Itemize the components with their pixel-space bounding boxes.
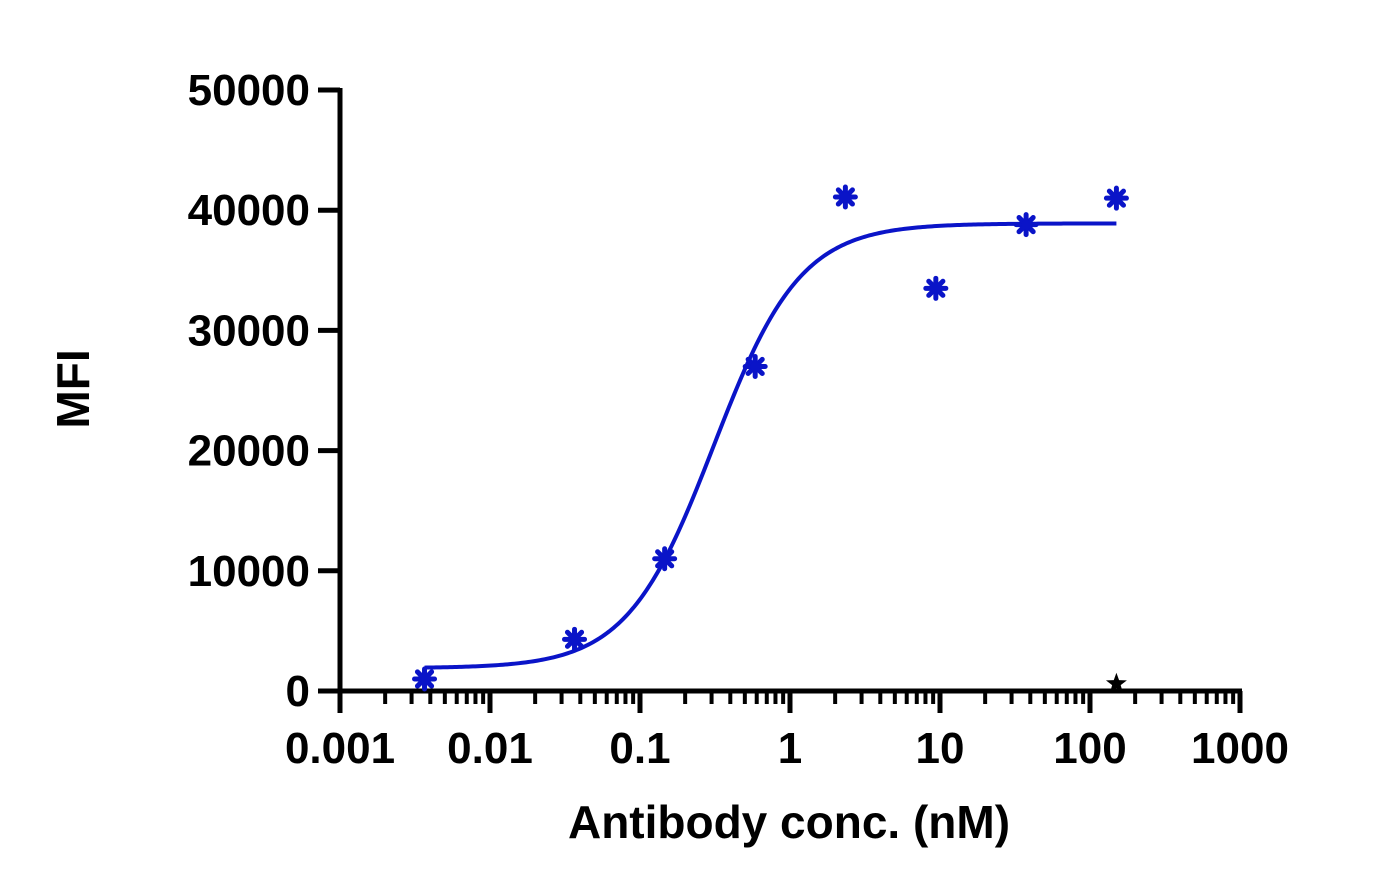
data-point <box>1013 212 1039 238</box>
data-point-core <box>659 553 670 564</box>
x-tick-label: 100 <box>1053 724 1126 773</box>
x-tick-label: 10 <box>916 724 965 773</box>
data-point <box>832 184 858 210</box>
data-point <box>412 666 438 692</box>
data-point <box>1103 185 1129 211</box>
data-points <box>412 184 1129 693</box>
x-tick-label: 0.01 <box>447 724 533 773</box>
fit-curve-layer <box>424 221 1117 670</box>
data-point-core <box>1021 219 1032 230</box>
x-tick-label: 0.001 <box>285 724 395 773</box>
data-point-core <box>750 361 761 372</box>
y-tick-label: 30000 <box>188 306 310 355</box>
tick-labels: 0 10000 20000 30000 40000 50000 0.001 0.01 0.1 1 1… <box>188 66 1289 773</box>
data-point-core <box>419 673 430 684</box>
data-point-core <box>1111 193 1122 204</box>
x-tick-label: 1 <box>778 724 802 773</box>
axes <box>318 87 1243 713</box>
control-point-star <box>1105 672 1127 693</box>
data-point-core <box>840 191 851 202</box>
data-point <box>923 275 949 301</box>
y-tick-label: 50000 <box>188 66 310 115</box>
data-point <box>652 546 678 572</box>
y-tick-label: 0 <box>286 667 310 716</box>
x-tick-label: 0.1 <box>609 724 670 773</box>
data-point-core <box>569 634 580 645</box>
y-tick-label: 10000 <box>188 547 310 596</box>
y-tick-label: 20000 <box>188 427 310 476</box>
x-tick-label: 1000 <box>1191 724 1289 773</box>
y-axis-title: MFI <box>47 349 99 428</box>
data-point <box>742 353 768 379</box>
data-point <box>562 626 588 652</box>
x-axis-title: Antibody conc. (nM) <box>568 796 1010 848</box>
data-point-core <box>930 283 941 294</box>
y-tick-label: 40000 <box>188 186 310 235</box>
fit-curve <box>424 221 1117 670</box>
